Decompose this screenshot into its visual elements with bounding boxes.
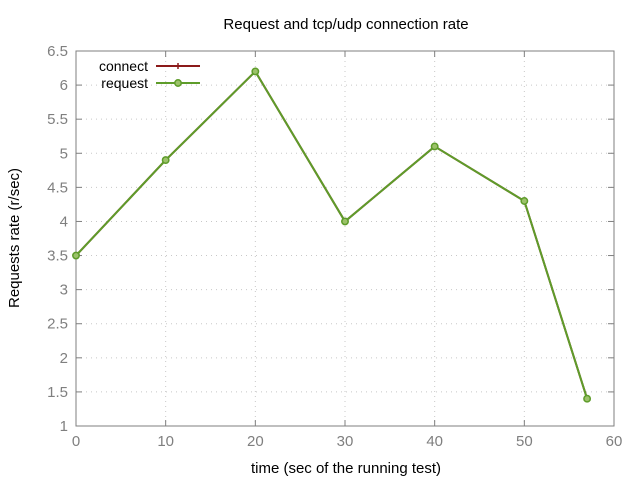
legend-label: request bbox=[101, 75, 148, 91]
y-tick-label: 2 bbox=[60, 350, 68, 367]
y-tick-label: 3.5 bbox=[47, 248, 68, 265]
legend-marker bbox=[174, 79, 182, 87]
series-request bbox=[72, 67, 592, 403]
series-line-connect bbox=[75, 69, 589, 400]
data-point-request bbox=[161, 156, 170, 165]
y-tick-label: 3 bbox=[60, 282, 68, 299]
y-tick-label: 2.5 bbox=[47, 316, 68, 333]
x-tick-label: 10 bbox=[157, 433, 174, 450]
y-tick-label: 5.5 bbox=[47, 111, 68, 128]
chart-title: Request and tcp/udp connection rate bbox=[223, 16, 468, 33]
y-tick-label: 1 bbox=[60, 418, 68, 435]
data-point-request bbox=[583, 394, 592, 403]
y-tick-label: 6 bbox=[60, 77, 68, 94]
y-axis-label: Requests rate (r/sec) bbox=[6, 168, 23, 308]
data-point-request bbox=[341, 217, 349, 226]
y-tick-label: 6.5 bbox=[47, 43, 68, 60]
axes: 1 1.5 2 2.5 3 3.5 4 4.5 5 5.5 6 6.5 0 10 20 30 40 50 60 bbox=[47, 43, 622, 450]
series-connect bbox=[73, 68, 591, 402]
x-tick-label: 50 bbox=[516, 433, 533, 450]
legend-entry-request: request bbox=[101, 75, 200, 91]
data-point-request bbox=[520, 197, 529, 205]
plot-area bbox=[72, 67, 592, 403]
x-tick-label: 20 bbox=[247, 433, 264, 450]
data-point-request bbox=[251, 67, 260, 76]
legend-entry-connect: connect bbox=[99, 58, 200, 74]
y-tick-label: 1.5 bbox=[47, 384, 68, 401]
x-tick-label: 60 bbox=[606, 433, 623, 450]
data-point-request bbox=[430, 142, 439, 151]
x-tick-label: 0 bbox=[72, 433, 80, 450]
x-tick-label: 30 bbox=[337, 433, 354, 450]
series-line-request bbox=[75, 69, 589, 400]
y-tick-label: 4.5 bbox=[47, 179, 68, 196]
plot-frame bbox=[75, 50, 615, 427]
y-tick-label: 5 bbox=[60, 145, 68, 162]
legend-label: connect bbox=[99, 58, 148, 74]
data-point-request bbox=[72, 251, 80, 260]
y-tick-label: 4 bbox=[60, 213, 68, 230]
x-tick-label: 40 bbox=[426, 433, 443, 450]
legend-marker bbox=[175, 63, 181, 69]
grid bbox=[76, 51, 614, 426]
x-axis-label: time (sec of the running test) bbox=[251, 460, 441, 477]
